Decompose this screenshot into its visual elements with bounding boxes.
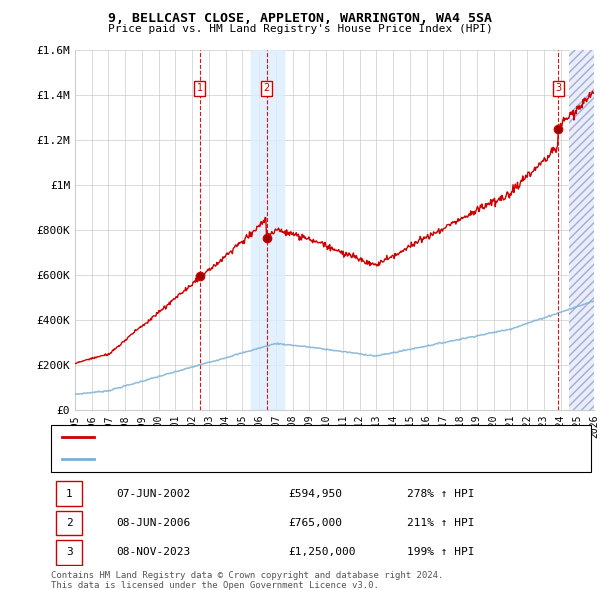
Bar <box>251 50 284 410</box>
Text: Price paid vs. HM Land Registry's House Price Index (HPI): Price paid vs. HM Land Registry's House … <box>107 24 493 34</box>
FancyBboxPatch shape <box>51 425 591 472</box>
Text: This data is licensed under the Open Government Licence v3.0.: This data is licensed under the Open Gov… <box>51 581 379 589</box>
Text: £765,000: £765,000 <box>289 518 343 528</box>
Text: 199% ↑ HPI: 199% ↑ HPI <box>407 548 475 557</box>
Bar <box>569 50 594 410</box>
Text: 2: 2 <box>66 518 73 528</box>
Text: 278% ↑ HPI: 278% ↑ HPI <box>407 489 475 499</box>
Text: 211% ↑ HPI: 211% ↑ HPI <box>407 518 475 528</box>
Text: 9, BELLCAST CLOSE, APPLETON, WARRINGTON, WA4 5SA (detached house): 9, BELLCAST CLOSE, APPLETON, WARRINGTON,… <box>103 432 509 441</box>
Text: 1: 1 <box>66 489 73 499</box>
FancyBboxPatch shape <box>56 510 82 536</box>
Text: 3: 3 <box>555 83 561 93</box>
FancyBboxPatch shape <box>56 481 82 506</box>
Text: £1,250,000: £1,250,000 <box>289 548 356 557</box>
Bar <box>569 50 594 410</box>
Text: 9, BELLCAST CLOSE, APPLETON, WARRINGTON, WA4 5SA: 9, BELLCAST CLOSE, APPLETON, WARRINGTON,… <box>108 12 492 25</box>
Text: 08-NOV-2023: 08-NOV-2023 <box>116 548 190 557</box>
Text: 08-JUN-2006: 08-JUN-2006 <box>116 518 190 528</box>
FancyBboxPatch shape <box>56 540 82 565</box>
Text: 2: 2 <box>263 83 269 93</box>
Text: HPI: Average price, detached house, Warrington: HPI: Average price, detached house, Warr… <box>103 454 390 464</box>
Text: 1: 1 <box>196 83 203 93</box>
Text: 07-JUN-2002: 07-JUN-2002 <box>116 489 190 499</box>
Text: Contains HM Land Registry data © Crown copyright and database right 2024.: Contains HM Land Registry data © Crown c… <box>51 571 443 580</box>
Text: 3: 3 <box>66 548 73 557</box>
Text: £594,950: £594,950 <box>289 489 343 499</box>
